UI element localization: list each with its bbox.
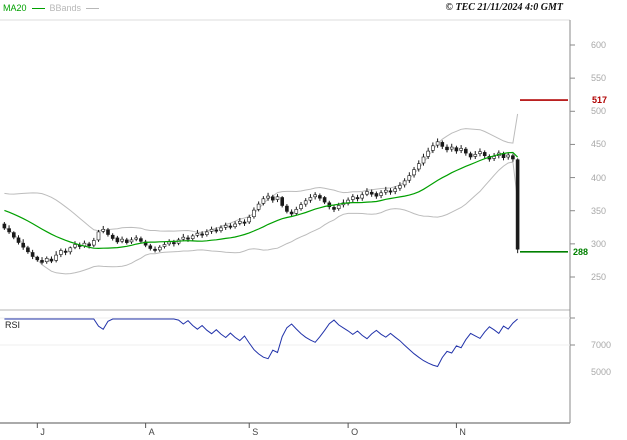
ma20-line: [4, 151, 519, 250]
bollinger-bands: [4, 113, 519, 275]
legend: MA20 BBands: [3, 3, 100, 13]
rsi-tick-label: 7000: [591, 340, 612, 350]
legend-ma20-label: MA20: [3, 3, 27, 13]
price-level-lines: [520, 99, 568, 253]
support-level-label: 288: [573, 247, 589, 257]
rsi-tick-label: 5000: [591, 367, 612, 377]
legend-bbands-label: BBands: [49, 3, 82, 13]
rsi-panel-title: RSI: [5, 320, 21, 330]
copyright-text: © TEC 21/11/2024 4:0 GMT: [445, 2, 563, 13]
ma20-line-swatch-icon: [31, 7, 45, 9]
resistance-level-label: 517: [592, 95, 608, 105]
chart-frame: [0, 19, 575, 428]
candlestick-layer: [2, 138, 520, 265]
bbands-line-swatch-icon: [86, 7, 100, 9]
rsi-line: [4, 318, 518, 368]
